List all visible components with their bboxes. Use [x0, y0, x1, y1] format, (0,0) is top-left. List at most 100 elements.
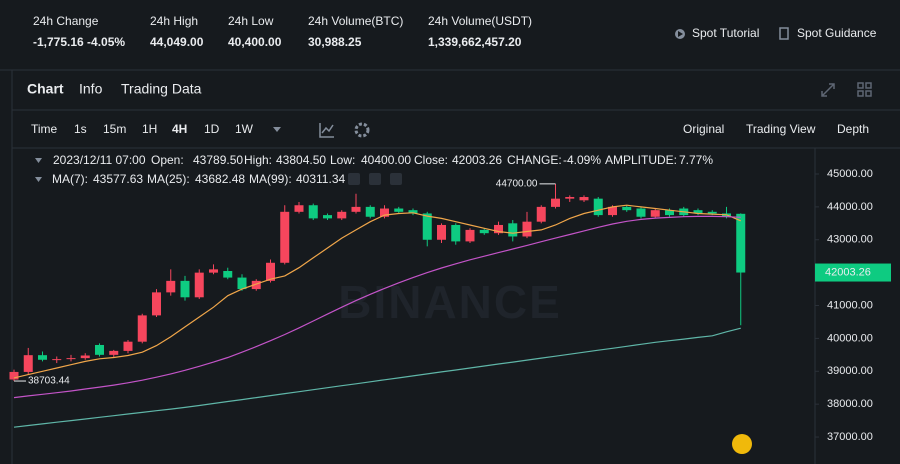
candle-body	[266, 262, 275, 281]
candle-body	[251, 280, 261, 290]
ma-value: 43682.48	[195, 172, 245, 186]
interval[interactable]: 1W	[235, 122, 254, 136]
info-value: 43804.50	[276, 153, 326, 167]
view-option[interactable]: Trading View	[746, 122, 816, 136]
candle-body	[152, 292, 161, 316]
candle-body	[536, 206, 546, 222]
candle-body	[23, 355, 33, 372]
indicator-icon[interactable]	[319, 123, 334, 138]
candle-body	[565, 197, 575, 199]
candle-body	[166, 280, 176, 293]
info-label: CHANGE:	[507, 153, 562, 167]
stat-label: 24h Change	[33, 14, 99, 28]
candle-body	[38, 355, 47, 360]
interval[interactable]: 15m	[103, 122, 126, 136]
min-label: 38703.44	[28, 376, 70, 387]
candle-body	[579, 197, 589, 201]
candle-body	[308, 205, 318, 219]
header-link[interactable]: Spot Guidance	[797, 26, 877, 40]
tab[interactable]: Chart	[27, 81, 64, 97]
ma-name: MA(99):	[249, 172, 292, 186]
tab[interactable]: Info	[79, 81, 103, 97]
interval: Time	[31, 122, 58, 136]
ma-line	[13, 215, 741, 399]
candle-body	[109, 350, 119, 355]
candle-body	[351, 206, 361, 212]
candle-body	[209, 269, 218, 273]
candle-body	[479, 229, 489, 234]
guidance-icon	[779, 27, 789, 40]
candle-body	[294, 205, 304, 212]
ma-close[interactable]	[390, 173, 402, 185]
settings-icon[interactable]	[354, 122, 370, 138]
ma-name: MA(25):	[147, 172, 190, 186]
view-option[interactable]: Original	[683, 122, 724, 136]
assistant-button[interactable]	[732, 434, 752, 454]
tab[interactable]: Trading Data	[121, 81, 202, 97]
ma-name: MA(7):	[52, 172, 88, 186]
candle-body	[9, 371, 19, 380]
info-value: 7.77%	[679, 153, 713, 167]
info-label: Close:	[414, 153, 448, 167]
candle-body	[66, 358, 76, 360]
last-price-label: 42003.26	[825, 266, 871, 278]
candle-body	[736, 213, 746, 273]
candle-body	[237, 277, 247, 290]
info-label: AMPLITUDE:	[605, 153, 677, 167]
stat-value: 40,400.00	[228, 35, 282, 49]
ma-value: 40311.34	[296, 172, 345, 186]
info-label: Low:	[330, 153, 355, 167]
candle-body	[137, 315, 147, 342]
y-tick-label: 40000.00	[827, 332, 873, 344]
candle-body	[95, 344, 104, 355]
interval[interactable]: 1H	[142, 122, 157, 136]
candle-date: 2023/12/11 07:00	[53, 153, 146, 167]
candle-body	[437, 224, 446, 240]
collapse-toggle[interactable]	[35, 158, 42, 163]
candle-body	[636, 208, 646, 217]
y-tick-label: 39000.00	[827, 365, 873, 377]
interval[interactable]: 1D	[204, 122, 220, 136]
candle-body	[52, 359, 62, 361]
view-option[interactable]: Depth	[837, 122, 869, 136]
watermark: BINANCE	[338, 276, 562, 328]
y-tick-label: 38000.00	[827, 398, 873, 410]
candle-body	[365, 206, 375, 217]
y-tick-label: 41000.00	[827, 299, 873, 311]
candle-body	[650, 210, 660, 217]
grid-icon[interactable]	[857, 82, 872, 97]
stat-value: -1,775.16 -4.05%	[33, 35, 125, 49]
candle-body	[551, 198, 560, 207]
candle-body	[608, 206, 617, 216]
stat-label: 24h Volume(BTC)	[308, 14, 403, 28]
collapse-toggle[interactable]	[35, 177, 42, 182]
candle-body	[494, 224, 503, 234]
header-link[interactable]: Spot Tutorial	[692, 26, 759, 40]
candle-body	[323, 215, 332, 219]
y-tick-label: 37000.00	[827, 431, 873, 443]
ma-value: 43577.63	[93, 172, 143, 186]
ma-visibility[interactable]	[348, 173, 360, 185]
candle-body	[465, 229, 475, 242]
y-tick-label: 44000.00	[827, 201, 873, 213]
interval[interactable]: 1s	[74, 122, 87, 136]
candle-body	[622, 206, 632, 211]
candle-body	[451, 224, 461, 242]
ma-settings[interactable]	[369, 173, 381, 185]
candle-body	[123, 341, 133, 351]
candle-body	[180, 280, 190, 298]
stat-label: 24h Volume(USDT)	[428, 14, 532, 28]
candle-body	[223, 270, 233, 278]
stat-label: 24h Low	[228, 14, 274, 28]
fullscreen-icon[interactable]	[821, 83, 835, 97]
ma-line	[13, 204, 742, 379]
info-value: 43789.50	[193, 153, 243, 167]
interval[interactable]: 4H	[172, 122, 187, 136]
stat-value: 1,339,662,457.20	[428, 35, 522, 49]
candle-body	[422, 213, 432, 240]
tutorial-icon-play	[678, 31, 683, 37]
candle-body	[693, 210, 703, 214]
max-label: 44700.00	[496, 179, 538, 190]
more-intervals[interactable]	[273, 127, 281, 132]
candle-body	[707, 211, 717, 214]
